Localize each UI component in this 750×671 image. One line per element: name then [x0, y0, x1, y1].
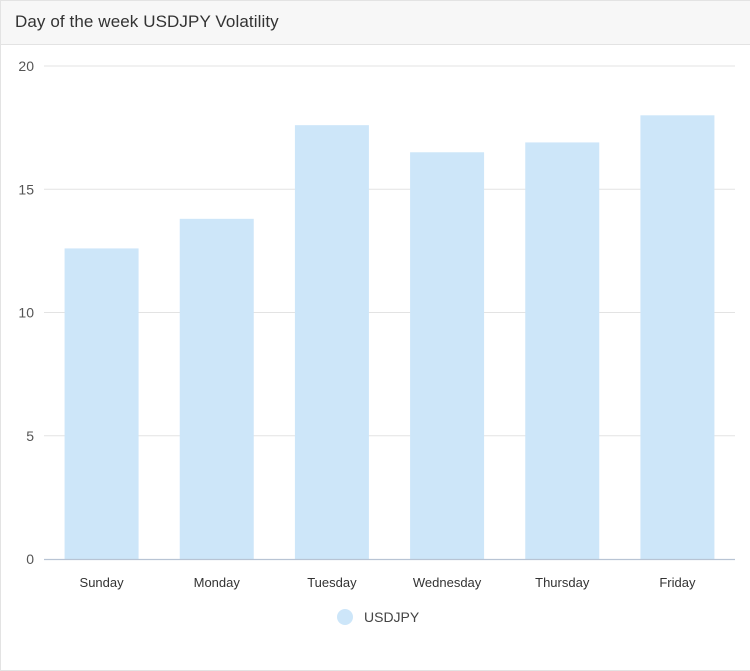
x-tick-label: Wednesday	[413, 575, 482, 590]
y-tick-label: 5	[26, 428, 34, 444]
bar-tuesday[interactable]	[294, 125, 369, 559]
y-tick-label: 10	[18, 305, 34, 321]
y-tick-label: 15	[18, 181, 34, 197]
x-tick-label: Monday	[194, 575, 241, 590]
y-tick-label: 20	[18, 58, 34, 74]
card-header: Day of the week USDJPY Volatility	[1, 1, 750, 45]
bar-thursday[interactable]	[525, 142, 600, 560]
x-tick-label: Sunday	[80, 575, 125, 590]
bars	[64, 115, 715, 560]
y-axis-ticks: 0 5 10 15 20	[18, 58, 34, 567]
x-tick-label: Friday	[659, 575, 696, 590]
x-axis-labels: Sunday Monday Tuesday Wednesday Thursday Frid…	[80, 575, 696, 590]
x-tick-label: Tuesday	[307, 575, 357, 590]
grid-lines	[44, 65, 735, 437]
chart-title: Day of the week USDJPY Volatility	[15, 12, 279, 31]
y-tick-label: 0	[26, 551, 34, 567]
bar-wednesday[interactable]	[410, 152, 485, 559]
legend-label[interactable]: USDJPY	[364, 609, 420, 625]
legend[interactable]: USDJPY	[337, 609, 420, 625]
bar-monday[interactable]	[179, 218, 254, 559]
legend-marker[interactable]	[337, 609, 353, 625]
x-tick-label: Thursday	[535, 575, 590, 590]
bar-friday[interactable]	[640, 115, 715, 560]
bar-sunday[interactable]	[64, 248, 139, 559]
